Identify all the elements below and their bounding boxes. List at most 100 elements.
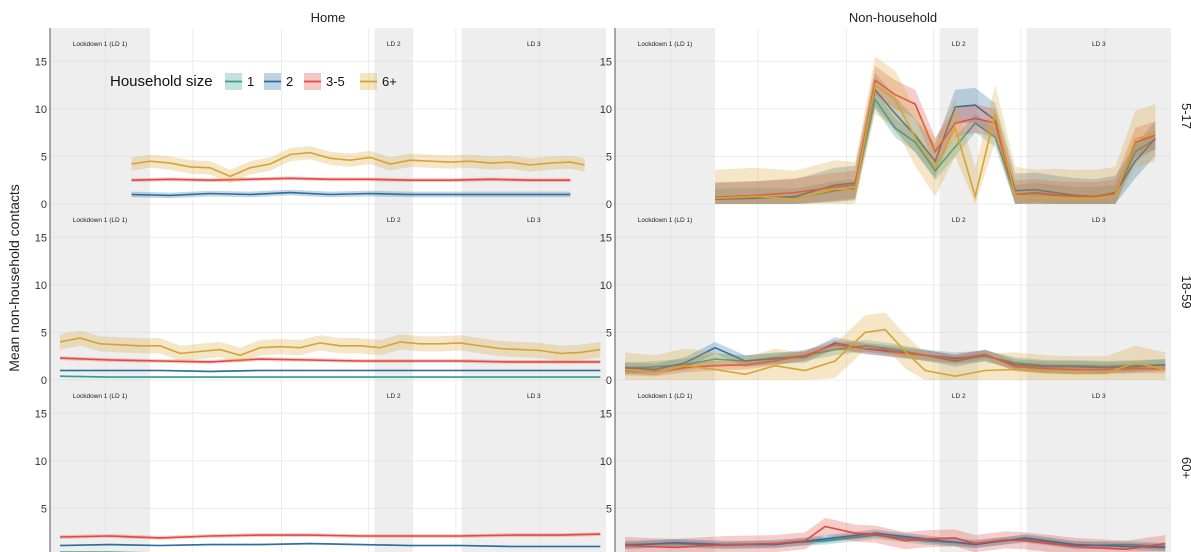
lockdown-label: LD 3 [1092, 217, 1106, 224]
y-tick-label: 10 [35, 456, 47, 468]
panel-home-60+: Lockdown 1 (LD 1)LD 2LD 3051015May 20Jul… [35, 380, 606, 552]
panel-home-18-59: Lockdown 1 (LD 1) LD 2 LD 3 0 5 10 15 [35, 204, 606, 387]
y-tick-label: 15 [600, 232, 612, 244]
series-line-6+ [715, 83, 1156, 201]
series-line-2 [624, 342, 1166, 371]
series-line-3-5 [59, 533, 601, 539]
lockdown-shade [1026, 380, 1171, 552]
series-line-6+ [624, 328, 1166, 378]
lockdown-shade [939, 28, 979, 204]
lockdown-label: Lockdown 1 (LD 1) [638, 393, 693, 400]
ribbon-2 [625, 529, 1166, 552]
lockdown-label: Lockdown 1 (LD 1) [73, 393, 128, 400]
lockdown-label: LD 3 [1092, 393, 1106, 400]
y-tick-label: 10 [600, 280, 612, 292]
y-tick-label: 5 [606, 151, 612, 163]
lockdown-label: Lockdown 1 (LD 1) [638, 217, 693, 224]
panels: Lockdown 1 (LD 1) LD 2 LD 3051015Lockdown … [35, 28, 1171, 552]
y-tick-label: 5 [606, 327, 612, 339]
series-line-1 [624, 344, 1166, 370]
legend-entry-3-5: 3-5 [326, 74, 345, 89]
series-line-3-5 [715, 78, 1156, 199]
lockdown-shade [374, 204, 414, 380]
lockdown-label: LD 2 [387, 393, 401, 400]
series-line-2 [60, 369, 601, 373]
legend-entry-6+: 6+ [382, 74, 397, 89]
panel-home-5-17: Lockdown 1 (LD 1) LD 2 LD 3 0 5 10 15 [35, 28, 606, 211]
y-tick-label: 15 [600, 408, 612, 420]
lockdown-shade [50, 28, 151, 204]
y-tick-label: 10 [35, 280, 47, 292]
lockdown-label: LD 2 [387, 217, 401, 224]
row-strip-label: 60+ [1179, 457, 1191, 479]
ribbon-3-5 [715, 66, 1156, 204]
legend: Household size 1 2 3-5 6+ [110, 73, 397, 90]
series-line-2 [59, 542, 601, 548]
y-tick-label: 0 [606, 375, 612, 387]
lockdown-label: Lockdown 1 (LD 1) [73, 217, 128, 224]
y-tick-label: 5 [41, 151, 47, 163]
lockdown-shade [939, 380, 979, 552]
lockdown-label: Lockdown 1 (LD 1) [638, 41, 693, 48]
lockdown-label: LD 3 [527, 217, 541, 224]
y-tick-label: 15 [35, 408, 47, 420]
lockdown-label: LD 2 [387, 41, 401, 48]
y-tick-label: 10 [35, 104, 47, 116]
ribbon-6+ [715, 56, 1156, 204]
lockdown-shade [461, 380, 606, 552]
lockdown-shade [1026, 204, 1171, 380]
panel-non-household-18-59: Lockdown 1 (LD 1) LD 2 LD 3 0 5 10 15 [600, 204, 1171, 387]
lockdown-shade [461, 28, 606, 204]
y-axis-title: Mean non-household contacts [6, 184, 22, 372]
y-tick-label: 15 [35, 56, 47, 68]
y-tick-label: 15 [600, 56, 612, 68]
lockdown-shade [50, 204, 151, 380]
series-line-2 [131, 191, 571, 197]
lockdown-shade [615, 28, 716, 204]
y-tick-label: 10 [600, 104, 612, 116]
lockdown-label: LD 3 [527, 393, 541, 400]
series-line-1 [59, 375, 601, 378]
lockdown-shade [615, 380, 716, 552]
y-tick-label: 5 [41, 327, 47, 339]
row-strip-label: 5-17 [1179, 103, 1191, 129]
lockdown-label: LD 2 [952, 41, 966, 48]
y-tick-label: 5 [606, 503, 612, 515]
y-tick-label: 15 [35, 232, 47, 244]
row-strip-label: 18-59 [1179, 275, 1191, 308]
ribbon-6+ [131, 146, 585, 184]
y-tick-label: 0 [41, 199, 47, 211]
panel-non-household-5-17: Lockdown 1 (LD 1) LD 2 LD 3 0 5 10 15 [600, 28, 1171, 211]
y-tick-label: 5 [41, 503, 47, 515]
series-line-3-5 [624, 525, 1166, 551]
panel-non-household-60+: Lockdown 1 (LD 1)LD 2LD 3051015May 20Jul… [600, 380, 1171, 552]
legend-entry-1: 1 [247, 74, 254, 89]
series-line-6+ [131, 151, 585, 178]
lockdown-shade [939, 204, 979, 380]
legend-entry-2: 2 [286, 74, 293, 89]
column-strip-label: Non-household [849, 10, 937, 25]
lockdown-shade [1026, 28, 1171, 204]
series-line-3-5 [624, 343, 1166, 373]
ribbon-6+ [60, 330, 601, 363]
series-line-3-5 [131, 177, 571, 182]
y-tick-label: 10 [600, 456, 612, 468]
lockdown-label: LD 3 [527, 41, 541, 48]
legend-title: Household size [110, 73, 213, 90]
y-tick-label: 0 [41, 375, 47, 387]
lockdown-shade [374, 28, 414, 204]
ribbon-1 [625, 531, 1166, 551]
lockdown-shade [50, 380, 151, 552]
series-line-6+ [59, 337, 601, 357]
column-strip-label: Home [311, 10, 346, 25]
lockdown-label: LD 2 [952, 217, 966, 224]
ribbon-2 [715, 72, 1156, 204]
lockdown-label: LD 3 [1092, 41, 1106, 48]
lockdown-label: Lockdown 1 (LD 1) [73, 41, 128, 48]
lockdown-label: LD 2 [952, 393, 966, 400]
y-tick-label: 0 [606, 199, 612, 211]
lockdown-shade [615, 204, 716, 380]
series-line-3-5 [59, 357, 601, 363]
lockdown-shade [374, 380, 414, 552]
